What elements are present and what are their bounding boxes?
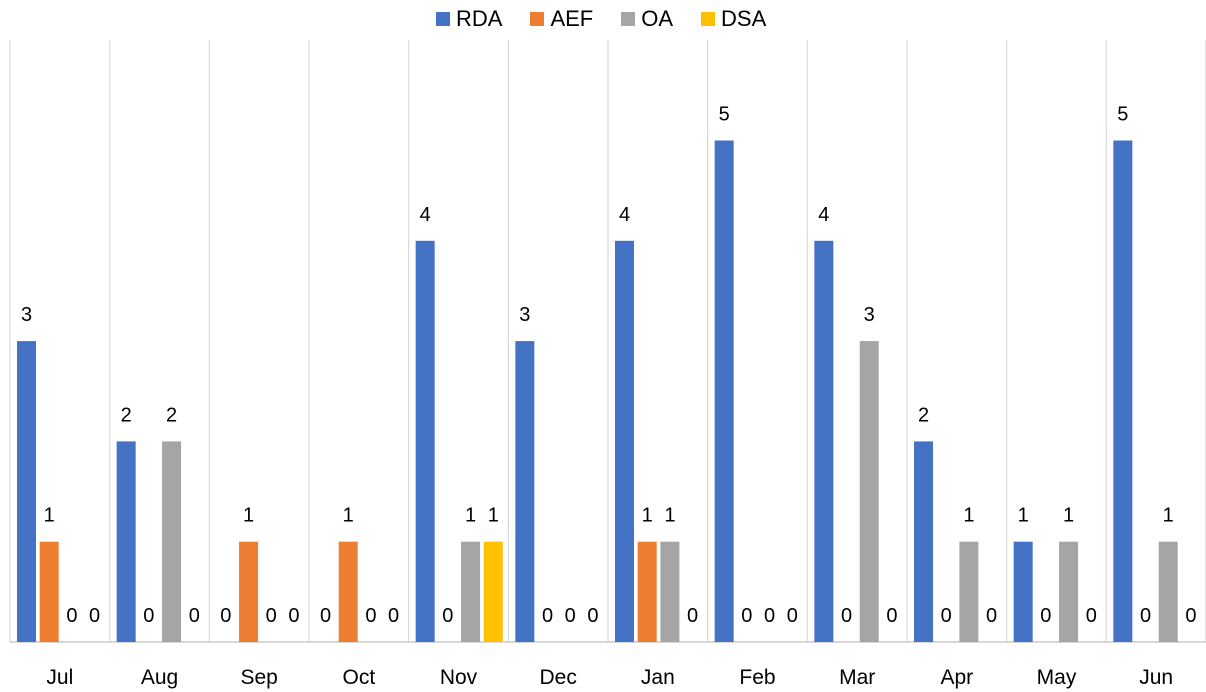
- data-label-oa-jun: 1: [1163, 505, 1174, 527]
- data-label-aef-oct: 1: [343, 505, 354, 527]
- bar-aef-oct: [338, 541, 358, 642]
- x-tick-label-sep: Sep: [240, 666, 277, 689]
- data-label-aef-nov: 0: [442, 605, 453, 627]
- x-tick-label-mar: Mar: [839, 666, 875, 689]
- x-tick-label-dec: Dec: [539, 666, 576, 689]
- x-tick-label-jul: Jul: [46, 666, 73, 689]
- bar-oa-may: [1059, 541, 1079, 642]
- bar-rda-jun: [1113, 140, 1133, 642]
- data-label-oa-jan: 1: [664, 505, 675, 527]
- data-label-rda-nov: 4: [420, 204, 431, 226]
- legend-label-rda: RDA: [456, 6, 503, 31]
- data-label-oa-feb: 0: [764, 605, 775, 627]
- legend-item-aef: AEF: [530, 6, 593, 32]
- data-label-dsa-may: 0: [1086, 605, 1097, 627]
- x-tick-label-jan: Jan: [641, 666, 675, 689]
- data-label-rda-mar: 4: [818, 204, 829, 226]
- bar-rda-may: [1013, 541, 1033, 642]
- data-label-aef-mar: 0: [841, 605, 852, 627]
- legend: RDA AEF OA DSA: [436, 6, 794, 32]
- bar-oa-nov: [461, 541, 481, 642]
- data-label-rda-apr: 2: [918, 404, 929, 426]
- data-label-dsa-sep: 0: [288, 605, 299, 627]
- data-label-aef-apr: 0: [941, 605, 952, 627]
- data-label-rda-jan: 4: [619, 204, 630, 226]
- data-label-oa-may: 1: [1063, 505, 1074, 527]
- data-label-oa-dec: 0: [565, 605, 576, 627]
- bar-oa-apr: [959, 541, 979, 642]
- data-label-aef-feb: 0: [741, 605, 752, 627]
- data-label-dsa-jun: 0: [1185, 605, 1196, 627]
- legend-label-dsa: DSA: [721, 6, 767, 31]
- legend-swatch-dsa: [701, 12, 716, 26]
- bar-rda-dec: [515, 341, 535, 642]
- data-label-dsa-feb: 0: [787, 605, 798, 627]
- bar-aef-jul: [39, 541, 59, 642]
- bar-rda-feb: [714, 140, 734, 642]
- bar-dsa-nov: [483, 541, 503, 642]
- bar-rda-aug: [116, 441, 136, 642]
- data-label-dsa-oct: 0: [388, 605, 399, 627]
- bar-aef-jan: [637, 541, 657, 642]
- bar-oa-jun: [1158, 541, 1178, 642]
- bar-oa-aug: [162, 441, 182, 642]
- bar-rda-mar: [814, 240, 834, 643]
- legend-swatch-aef: [530, 12, 545, 26]
- data-label-oa-sep: 0: [266, 605, 277, 627]
- x-tick-label-may: May: [1037, 666, 1077, 689]
- legend-item-rda: RDA: [436, 6, 502, 32]
- legend-swatch-oa: [621, 12, 636, 26]
- x-tick-label-feb: Feb: [739, 666, 775, 689]
- data-label-oa-mar: 3: [864, 304, 875, 326]
- x-tick-label-nov: Nov: [440, 666, 478, 689]
- data-label-dsa-mar: 0: [886, 605, 897, 627]
- data-label-rda-dec: 3: [519, 304, 530, 326]
- data-label-aef-jul: 1: [44, 505, 55, 527]
- data-label-aef-sep: 1: [243, 505, 254, 527]
- data-label-rda-sep: 0: [220, 605, 231, 627]
- legend-label-oa: OA: [641, 6, 674, 31]
- legend-item-oa: OA: [621, 6, 673, 32]
- data-label-aef-dec: 0: [542, 605, 553, 627]
- data-label-oa-jul: 0: [66, 605, 77, 627]
- data-label-dsa-jul: 0: [89, 605, 100, 627]
- bar-rda-nov: [415, 240, 435, 643]
- data-label-aef-aug: 0: [143, 605, 154, 627]
- data-label-dsa-jan: 0: [687, 605, 698, 627]
- data-label-rda-jun: 5: [1117, 104, 1128, 126]
- bar-oa-mar: [859, 341, 879, 642]
- data-label-aef-jan: 1: [642, 505, 653, 527]
- x-tick-label-jun: Jun: [1139, 666, 1173, 689]
- data-label-rda-aug: 2: [121, 404, 132, 426]
- legend-item-dsa: DSA: [701, 6, 766, 32]
- legend-label-aef: AEF: [550, 6, 594, 31]
- bar-rda-jul: [17, 341, 36, 642]
- legend-swatch-rda: [436, 12, 450, 26]
- bar-rda-apr: [914, 441, 933, 642]
- x-tick-label-apr: Apr: [940, 666, 973, 689]
- bar-rda-jan: [615, 240, 634, 643]
- data-label-oa-oct: 0: [365, 605, 376, 627]
- data-label-aef-may: 0: [1040, 605, 1051, 627]
- data-label-oa-apr: 1: [963, 505, 974, 527]
- x-tick-label-oct: Oct: [342, 666, 375, 689]
- data-label-dsa-nov: 1: [488, 505, 499, 527]
- data-label-rda-oct: 0: [320, 605, 331, 627]
- data-label-aef-jun: 0: [1140, 605, 1151, 627]
- data-label-rda-may: 1: [1018, 505, 1029, 527]
- data-label-oa-nov: 1: [465, 505, 476, 527]
- data-label-oa-aug: 2: [166, 404, 177, 426]
- bar-oa-jan: [660, 541, 680, 642]
- data-label-dsa-aug: 0: [189, 605, 200, 627]
- data-label-dsa-dec: 0: [587, 605, 598, 627]
- data-label-rda-feb: 5: [719, 104, 730, 126]
- bar-aef-sep: [239, 541, 259, 642]
- x-tick-label-aug: Aug: [141, 666, 178, 689]
- data-label-rda-jul: 3: [21, 304, 32, 326]
- data-label-dsa-apr: 0: [986, 605, 997, 627]
